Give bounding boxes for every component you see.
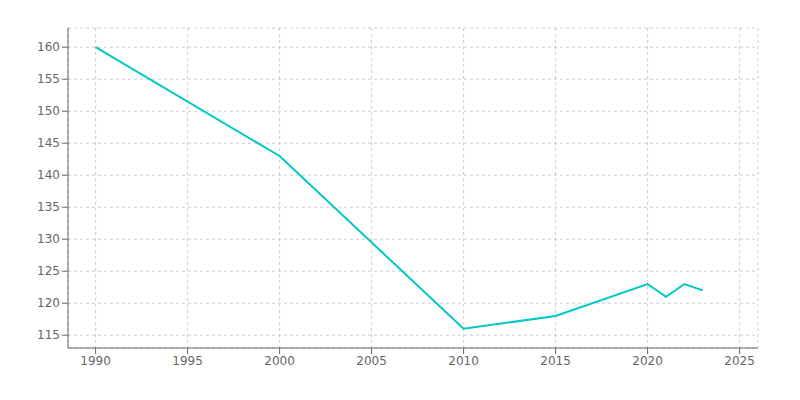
svg-text:145: 145	[37, 136, 60, 150]
svg-text:135: 135	[37, 200, 60, 214]
svg-text:2005: 2005	[356, 354, 387, 368]
svg-text:2025: 2025	[724, 354, 755, 368]
svg-text:140: 140	[37, 168, 60, 182]
svg-text:160: 160	[37, 40, 60, 54]
svg-text:1990: 1990	[80, 354, 111, 368]
svg-text:2010: 2010	[448, 354, 479, 368]
svg-text:150: 150	[37, 104, 60, 118]
svg-text:155: 155	[37, 72, 60, 86]
svg-text:115: 115	[37, 328, 60, 342]
svg-text:1995: 1995	[172, 354, 203, 368]
svg-text:2020: 2020	[632, 354, 663, 368]
svg-text:125: 125	[37, 264, 60, 278]
svg-text:120: 120	[37, 296, 60, 310]
svg-text:130: 130	[37, 232, 60, 246]
svg-text:2015: 2015	[540, 354, 571, 368]
svg-text:2000: 2000	[264, 354, 295, 368]
